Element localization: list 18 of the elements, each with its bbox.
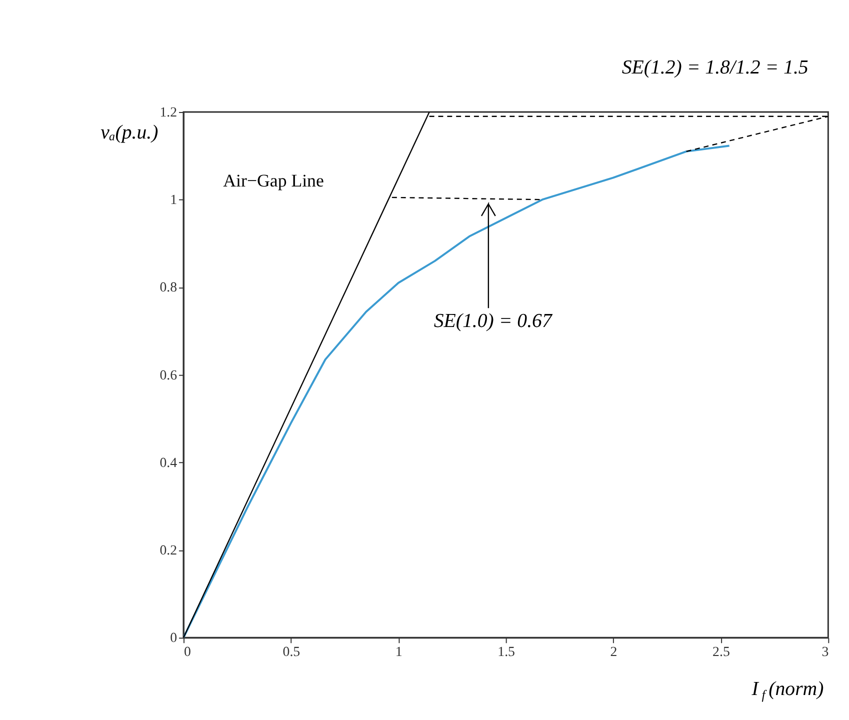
y-tick-label: 1: [170, 193, 178, 208]
x-tick-label: 1.5: [498, 645, 516, 660]
text: SE(1.2) = 1.8/1.2 = 1.5: [622, 56, 808, 78]
x-tick-label: 0.5: [282, 645, 300, 660]
y-tick-label: 0: [170, 631, 178, 646]
x-tick-label: 3: [822, 645, 829, 660]
y-tick-label: 1.2: [160, 105, 178, 120]
annotation: SE(1.0) = 0.67: [434, 310, 553, 332]
y-axis-title: vₐ(p.u.): [100, 121, 158, 144]
x-tick-label: 0: [184, 645, 191, 660]
x-tick-label: 2.5: [712, 645, 730, 660]
x-tick-label: 2: [610, 645, 618, 660]
y-tick-label: 0.4: [160, 456, 178, 471]
y-tick-label: 0.8: [160, 280, 178, 296]
y-tick-label: 0.2: [160, 544, 178, 559]
x-tick-label: 1: [395, 645, 402, 660]
y-tick-label: 0.6: [160, 368, 178, 384]
text: Air−Gap Line: [223, 170, 324, 190]
